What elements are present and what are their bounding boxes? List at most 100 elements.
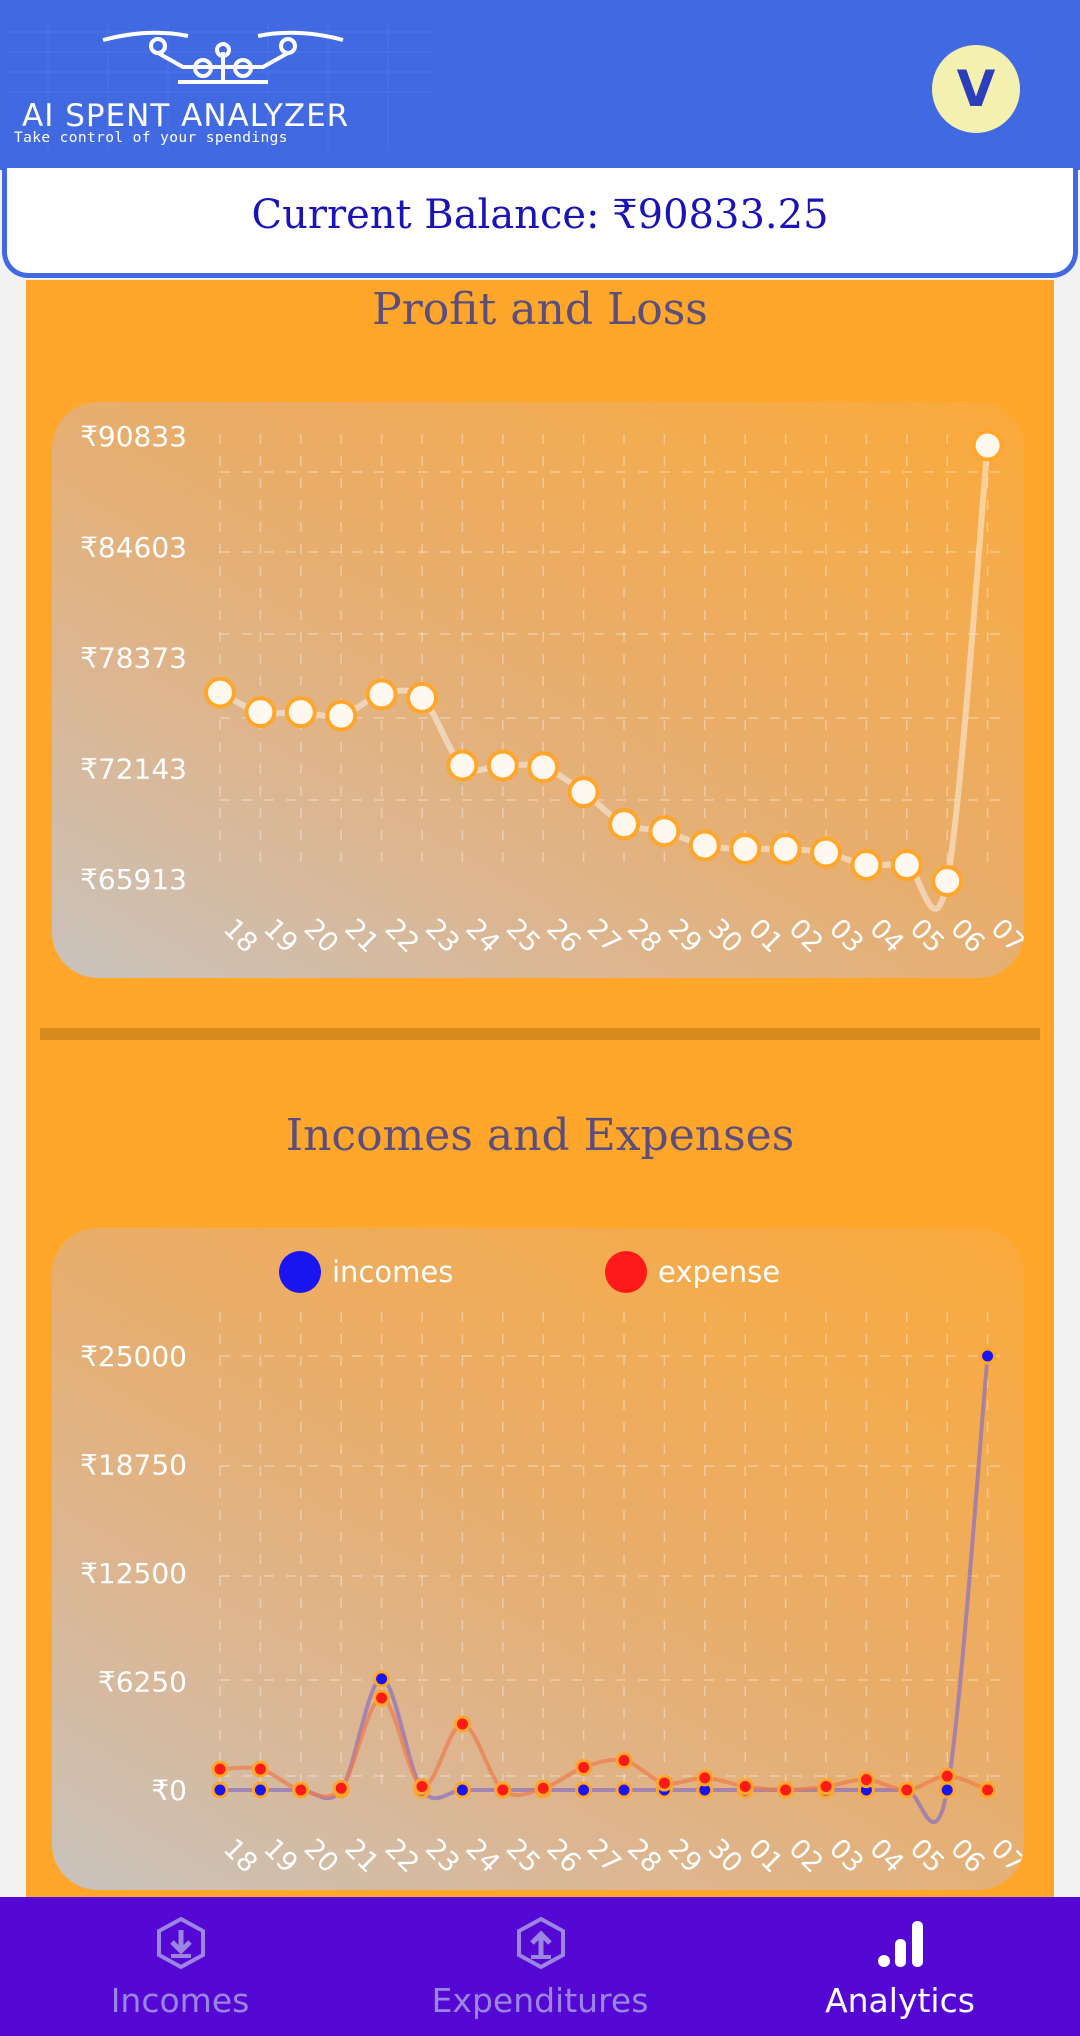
income-expense-chart-svg: ₹25000 ₹18750 ₹12500 ₹6250 ₹0 incomes expense 1… [80, 1251, 1024, 1879]
app-header: AI SPENT ANALYZER Take control of your s… [0, 0, 1080, 170]
profit-point [608, 808, 640, 841]
x-tick-label: 18 [217, 1833, 263, 1879]
x-tick-label: 21 [338, 1833, 384, 1879]
nav-expenditures[interactable]: Expenditures [360, 1897, 720, 2036]
profit-point [890, 849, 923, 882]
expense-point [534, 1779, 552, 1797]
y-tick-label: ₹18750 [80, 1449, 187, 1482]
chart-grid [219, 1312, 1008, 1788]
expense-point [373, 1689, 391, 1707]
incomes-point [251, 1781, 269, 1799]
profit-point [810, 836, 842, 869]
x-tick-label: 27 [581, 913, 627, 959]
x-tick-label: 02 [783, 1833, 829, 1879]
nav-analytics[interactable]: Analytics [720, 1897, 1080, 2036]
income-expense-chart[interactable]: ₹25000 ₹18750 ₹12500 ₹6250 ₹0 incomes expense 1… [52, 1228, 1024, 1890]
legend-expense-label: expense [658, 1255, 780, 1289]
x-tick-label: 07 [985, 1833, 1024, 1879]
profit-series-line [218, 445, 991, 912]
x-tick-label: 29 [661, 913, 707, 959]
profit-point [406, 681, 438, 714]
y-tick-label: ₹0 [151, 1774, 187, 1807]
expense-point [655, 1774, 673, 1792]
expense-point [736, 1778, 754, 1796]
profit-point [284, 696, 317, 729]
incomes-series-line [220, 1355, 990, 1825]
nav-incomes[interactable]: Incomes [0, 1897, 360, 2036]
x-tick-label: 28 [621, 1833, 667, 1879]
x-tick-label: 30 [702, 1833, 748, 1879]
profit-point [365, 678, 398, 711]
x-tick-label: 29 [661, 1833, 707, 1879]
expense-point [575, 1758, 593, 1776]
x-tick-label: 23 [419, 913, 465, 959]
x-tick-label: 06 [944, 913, 990, 959]
x-tick-label: 26 [540, 1833, 586, 1879]
expense-point [494, 1781, 512, 1799]
expense-point [938, 1767, 956, 1785]
bar-chart-icon [878, 1921, 923, 1967]
expense-point [696, 1769, 714, 1787]
expense-point [817, 1778, 835, 1796]
x-tick-label: 19 [257, 1833, 303, 1879]
legend-incomes-label: incomes [332, 1255, 453, 1289]
profit-point [850, 849, 883, 882]
x-tick-label: 24 [459, 913, 505, 959]
profit-point [527, 751, 560, 784]
y-tick-label: ₹78373 [80, 642, 187, 675]
x-tick-label: 07 [985, 913, 1024, 959]
expense-point [615, 1751, 633, 1769]
incomes-point [373, 1670, 391, 1688]
incomes-point [575, 1781, 593, 1799]
x-tick-label: 05 [904, 1833, 950, 1879]
x-tick-label: 30 [702, 913, 748, 959]
x-tick-label: 23 [419, 1833, 465, 1879]
profit-point [486, 749, 519, 782]
nav-analytics-label: Analytics [825, 1981, 975, 2020]
nav-expenditures-label: Expenditures [431, 1981, 649, 2020]
x-tick-label: 25 [500, 1833, 546, 1879]
profit-point [325, 699, 358, 732]
expense-point [292, 1781, 310, 1799]
x-tick-label: 03 [823, 913, 869, 959]
incomes-point [453, 1781, 471, 1799]
profit-loss-chart[interactable]: ₹90833 ₹84603 ₹78373 ₹72143 ₹65913 18 19 20 21 22… [52, 402, 1024, 978]
y-tick-label: ₹72143 [80, 752, 187, 785]
x-tick-label: 20 [298, 913, 344, 959]
profit-point [244, 696, 277, 729]
x-tick-label: 06 [944, 1833, 990, 1879]
upload-circle-icon [517, 1917, 565, 1969]
x-tick-label: 24 [459, 1833, 505, 1879]
expense-point [211, 1760, 229, 1778]
profit-loss-chart-svg: ₹90833 ₹84603 ₹78373 ₹72143 ₹65913 1819202122… [80, 420, 1024, 959]
y-tick-label: ₹65913 [80, 863, 187, 896]
profit-point [446, 749, 479, 782]
chart-grid [219, 434, 1008, 862]
drone-logo-icon [8, 22, 432, 150]
x-tick-label: 25 [500, 913, 546, 959]
profit-point [648, 815, 681, 848]
y-tick-label: ₹6250 [98, 1666, 187, 1699]
incomes-point [979, 1347, 997, 1365]
nav-incomes-label: Incomes [110, 1981, 250, 2020]
download-circle-icon [157, 1917, 205, 1969]
expense-point [413, 1778, 431, 1796]
x-tick-label: 26 [540, 913, 586, 959]
section-divider [40, 1028, 1040, 1040]
profit-point [931, 865, 964, 898]
x-tick-label: 19 [257, 913, 303, 959]
incomes-point [938, 1781, 956, 1799]
income-expense-title: Incomes and Expenses [285, 1110, 795, 1161]
x-tick-label: 22 [379, 913, 425, 959]
x-tick-label: 20 [298, 1833, 344, 1879]
expense-point [453, 1715, 471, 1733]
expense-point [251, 1760, 269, 1778]
x-tick-label: 01 [742, 913, 788, 959]
chart-legend: incomes expense [279, 1251, 780, 1293]
expense-point [979, 1781, 997, 1799]
user-avatar[interactable]: V [932, 45, 1020, 133]
profit-point [769, 833, 802, 866]
y-tick-label: ₹25000 [80, 1340, 187, 1373]
bottom-navigation: Incomes Expenditures Analytics [0, 1897, 1080, 2036]
app-tagline: Take control of your spendings [14, 130, 288, 146]
